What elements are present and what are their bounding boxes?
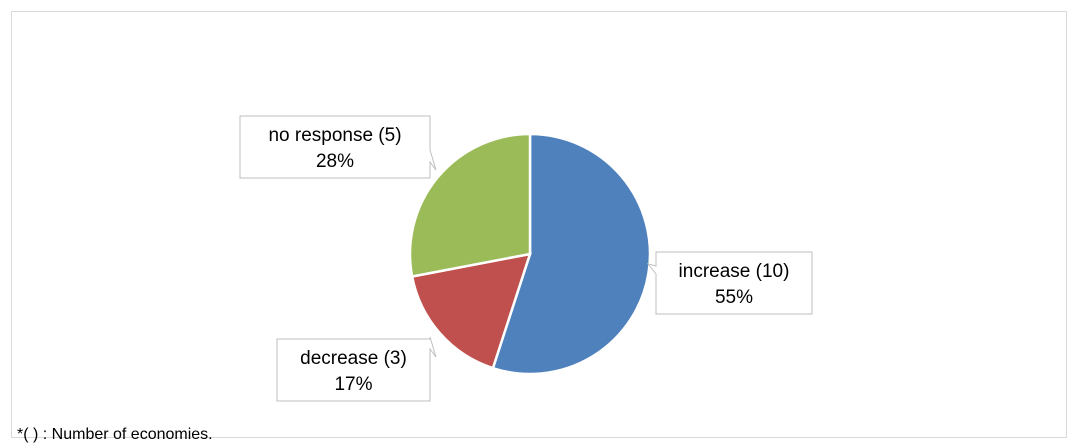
slice-percent-label: 55% [715,287,753,308]
data-label-increase: increase (10) 55% [646,251,813,315]
label-callout-box [646,251,813,315]
slice-percent-label: 28% [316,151,354,172]
label-callout-box [276,336,437,402]
label-callout-box [239,115,437,179]
pie-slice-increase [491,132,652,376]
slice-category-label: decrease (3) [300,348,407,369]
slice-category-label: increase (10) [679,261,790,282]
pie-slice-decrease [410,252,532,370]
data-label-decrease: decrease (3) 17% [276,336,437,402]
slice-percent-label: 17% [334,374,372,395]
pie-data-labels: increase (10) 55% decrease (3) 17% no respon… [239,115,813,402]
pie-slices [408,132,652,376]
pie-slice-no-response [408,132,532,278]
slice-category-label: no response (5) [268,125,401,146]
data-label-no-response: no response (5) 28% [239,115,437,179]
footnote: *( ) : Number of economies. [17,426,213,443]
